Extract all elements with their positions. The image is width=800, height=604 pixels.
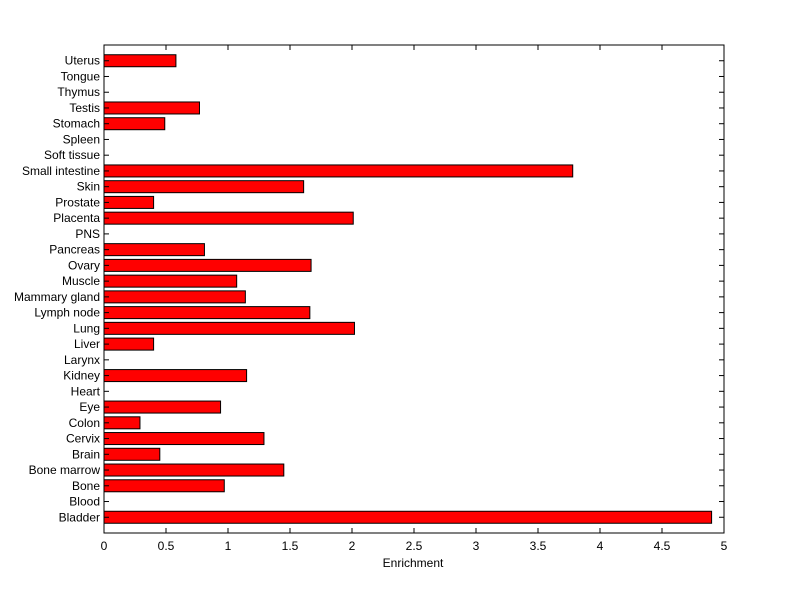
x-tick-label: 1.5: [282, 539, 299, 553]
y-tick-label-skin: Skin: [77, 180, 100, 194]
y-tick-label-prostate: Prostate: [55, 195, 100, 209]
y-tick-label-bone-marrow: Bone marrow: [29, 463, 101, 477]
bar-prostate: [103, 195, 155, 209]
y-tick-label-muscle: Muscle: [62, 274, 100, 288]
x-axis-label: Enrichment: [383, 556, 444, 570]
x-ticks-group: 0 0.5 1 1.5 2 2.5 3 3.5 4 4.5 5: [101, 45, 728, 553]
y-tick-label-spleen: Spleen: [63, 132, 100, 146]
x-tick-label: 4.5: [654, 539, 671, 553]
x-tick-label: 4: [597, 539, 604, 553]
y-tick-label-cervix: Cervix: [66, 432, 100, 446]
y-tick-label-liver: Liver: [74, 337, 100, 351]
bar-uterus: [103, 54, 177, 68]
bar-lung: [103, 321, 355, 335]
y-tick-label-thymus: Thymus: [57, 85, 100, 99]
y-tick-label-uterus: Uterus: [65, 54, 100, 68]
y-tick-label-pancreas: Pancreas: [49, 243, 100, 257]
plot-area-border: [103, 44, 725, 534]
y-tick-label-placenta: Placenta: [53, 211, 100, 225]
x-tick-label: 5: [721, 539, 728, 553]
x-tick-label: 0: [101, 539, 108, 553]
y-tick-label-larynx: Larynx: [64, 353, 100, 367]
bar-bladder: [103, 510, 713, 524]
y-tick-label-small-intestine: Small intestine: [22, 164, 100, 178]
x-tick-label: 2: [349, 539, 356, 553]
y-tick-label-mammary-gland: Mammary gland: [14, 290, 100, 304]
y-tick-label-eye: Eye: [79, 400, 100, 414]
x-tick-label: 2.5: [406, 539, 423, 553]
bar-placenta: [103, 211, 354, 225]
bar-small-intestine: [103, 164, 574, 178]
y-tick-label-brain: Brain: [72, 447, 100, 461]
bar-kidney: [103, 369, 248, 383]
bar-ovary: [103, 258, 312, 272]
bar-bone-marrow: [103, 463, 285, 477]
y-tick-label-colon: Colon: [69, 416, 100, 430]
y-tick-label-heart: Heart: [71, 384, 101, 398]
x-tick-label: 0.5: [158, 539, 175, 553]
bar-lymph-node: [103, 306, 311, 320]
x-tick-label: 3: [473, 539, 480, 553]
bar-bone: [103, 479, 225, 493]
bar-liver: [103, 337, 155, 351]
y-tick-label-kidney: Kidney: [63, 369, 100, 383]
bar-eye: [103, 400, 222, 414]
y-tick-label-soft-tissue: Soft tissue: [44, 148, 100, 162]
bar-pancreas: [103, 243, 205, 257]
y-tick-label-stomach: Stomach: [53, 117, 100, 131]
bar-mammary-gland: [103, 290, 246, 304]
y-tick-label-lung: Lung: [73, 321, 100, 335]
y-tick-label-tongue: Tongue: [61, 69, 101, 83]
y-tick-label-ovary: Ovary: [68, 258, 100, 272]
y-tick-label-blood: Blood: [69, 495, 100, 509]
y-tick-label-bone: Bone: [72, 479, 100, 493]
bar-testis: [103, 101, 200, 115]
bar-skin: [103, 180, 305, 194]
bar-muscle: [103, 274, 238, 288]
y-tick-label-testis: Testis: [69, 101, 100, 115]
x-tick-label: 3.5: [530, 539, 547, 553]
y-tick-label-pns: PNS: [75, 227, 100, 241]
bar-stomach: [103, 117, 166, 131]
bar-brain: [103, 447, 161, 461]
bar-colon: [103, 416, 141, 430]
y-tick-label-bladder: Bladder: [59, 510, 100, 524]
y-tick-label-lymph-node: Lymph node: [34, 306, 100, 320]
x-tick-label: 1: [225, 539, 232, 553]
bar-cervix: [103, 432, 265, 446]
